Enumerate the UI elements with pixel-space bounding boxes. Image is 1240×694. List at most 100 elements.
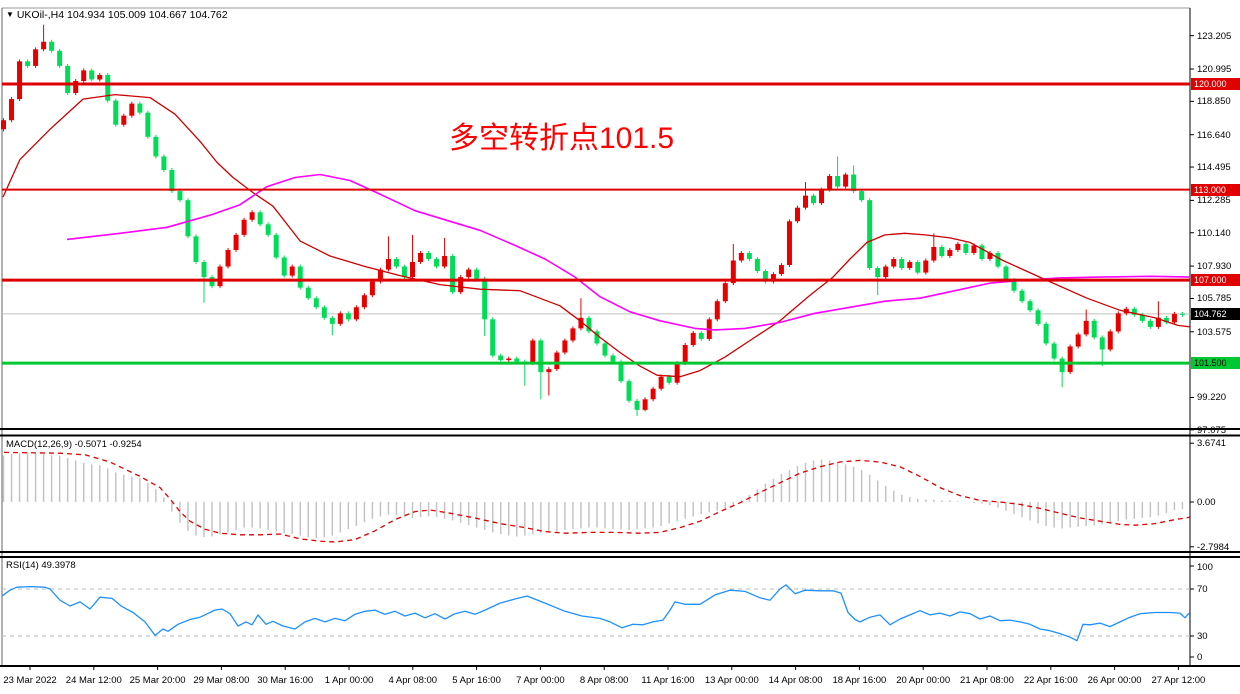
time-axis-label: 4 Apr 08:00: [388, 675, 438, 686]
candle-body: [161, 156, 167, 170]
candle-body: [963, 243, 969, 253]
candle-body: [634, 400, 640, 410]
candle-body: [297, 266, 303, 288]
price-tick-label: 123.205: [1197, 30, 1232, 42]
chart-annotation-text[interactable]: 多空转折点101.5: [449, 122, 675, 155]
candle-body: [1003, 266, 1009, 281]
candle-body: [57, 50, 63, 66]
candle-body: [730, 260, 736, 284]
candle-body: [1171, 313, 1177, 323]
candle-body: [819, 189, 825, 204]
time-axis-label: 23 Mar 2022: [3, 675, 57, 686]
candle-body: [185, 200, 191, 237]
price-tick-label: 112.285: [1197, 195, 1231, 207]
candle-body: [321, 307, 327, 318]
time-axis-label: 22 Apr 16:00: [1023, 675, 1078, 686]
candle-body: [490, 319, 496, 356]
candle-body: [754, 258, 760, 272]
candle-body: [859, 191, 865, 201]
candle-body: [145, 112, 151, 137]
candle-body: [313, 298, 319, 308]
rsi-indicator-label: RSI(14) 49.3978: [6, 560, 76, 571]
candle-body: [786, 221, 792, 266]
chevron-down-icon[interactable]: ▼: [6, 10, 14, 19]
macd-signal-line: [3, 451, 1191, 543]
candle-body: [867, 200, 873, 269]
candle-body: [995, 252, 1001, 267]
time-axis-label: 18 Apr 16:00: [832, 675, 887, 686]
candle-body: [690, 332, 696, 345]
price-tick-label: 110.140: [1197, 227, 1231, 239]
candle-body: [97, 74, 103, 80]
macd-tick-label: 0.00: [1197, 497, 1216, 508]
time-axis-label: 13 Apr 00:00: [704, 675, 759, 686]
candle-body: [265, 224, 271, 235]
price-tick-label: 105.785: [1197, 293, 1232, 305]
candle-body: [402, 266, 407, 278]
time-axis-label: 27 Apr 12:00: [1151, 675, 1206, 686]
candle-body: [1179, 313, 1185, 315]
macd-indicator-label: MACD(12,26,9) -0.5071 -0.9254: [6, 439, 142, 450]
candle-body: [1019, 290, 1025, 302]
candle-body: [803, 195, 808, 208]
candle-body: [9, 99, 15, 121]
candle-body: [458, 277, 464, 293]
time-axis-label: 11 Apr 16:00: [641, 675, 695, 686]
candle-body: [153, 136, 159, 157]
candle-body: [498, 355, 504, 361]
candle-body: [337, 313, 343, 324]
time-axis-label: 29 Mar 08:00: [193, 675, 250, 686]
candle-body: [410, 262, 416, 278]
candle-body: [249, 212, 255, 220]
rsi-tick-label: 100: [1197, 562, 1213, 573]
candle-body: [1107, 331, 1113, 350]
candle-body: [698, 332, 704, 339]
time-axis-label: 14 Apr 08:00: [768, 675, 823, 686]
candle-body: [586, 317, 592, 332]
candle-body: [474, 269, 480, 279]
candle-body: [923, 260, 929, 273]
time-axis-label: 26 Apr 00:00: [1087, 675, 1142, 686]
macd-tick-label: 3.6741: [1197, 438, 1227, 450]
candle-body: [201, 262, 207, 278]
candle-body: [450, 255, 456, 293]
time-axis-label: 20 Apr 00:00: [896, 675, 951, 686]
candle-body: [554, 352, 560, 370]
ohlc-values: 104.934 105.009 104.667 104.762: [67, 9, 228, 21]
rsi-tick-label: 30: [1197, 631, 1208, 642]
price-level-badge: 107.000: [1191, 274, 1240, 287]
candle-body: [674, 363, 680, 383]
candle-body: [626, 381, 632, 401]
candle-body: [642, 399, 648, 410]
candle-body: [81, 70, 87, 81]
candle-body: [105, 74, 111, 101]
candle-body: [1043, 323, 1049, 344]
price-level-badge: 120.000: [1191, 78, 1240, 90]
candle-body: [329, 317, 335, 324]
time-axis-label: 1 Apr 00:00: [324, 675, 374, 686]
candle-body: [931, 246, 937, 261]
candle-body: [979, 245, 985, 259]
panel-separator: [0, 428, 1240, 430]
candle-body: [209, 277, 215, 287]
candle-body: [241, 219, 247, 235]
candle-body: [666, 376, 672, 383]
candle-body: [827, 176, 833, 190]
candle-body: [618, 361, 624, 382]
time-axis-label: 24 Mar 12:00: [65, 675, 122, 686]
price-tick-label: 116.640: [1197, 129, 1231, 141]
candle-body: [1147, 320, 1153, 327]
candle-body: [1099, 337, 1105, 350]
candle-body: [482, 278, 488, 320]
candle-body: [770, 274, 776, 282]
candle-body: [17, 61, 23, 100]
rsi-tick-label: 70: [1197, 584, 1208, 595]
price-tick-label: 118.850: [1197, 96, 1231, 108]
candle-body: [939, 246, 945, 256]
candle-body: [835, 176, 841, 187]
candle-body: [25, 61, 31, 66]
candle-body: [682, 344, 688, 364]
candle-body: [538, 340, 544, 373]
candle-body: [610, 355, 616, 362]
